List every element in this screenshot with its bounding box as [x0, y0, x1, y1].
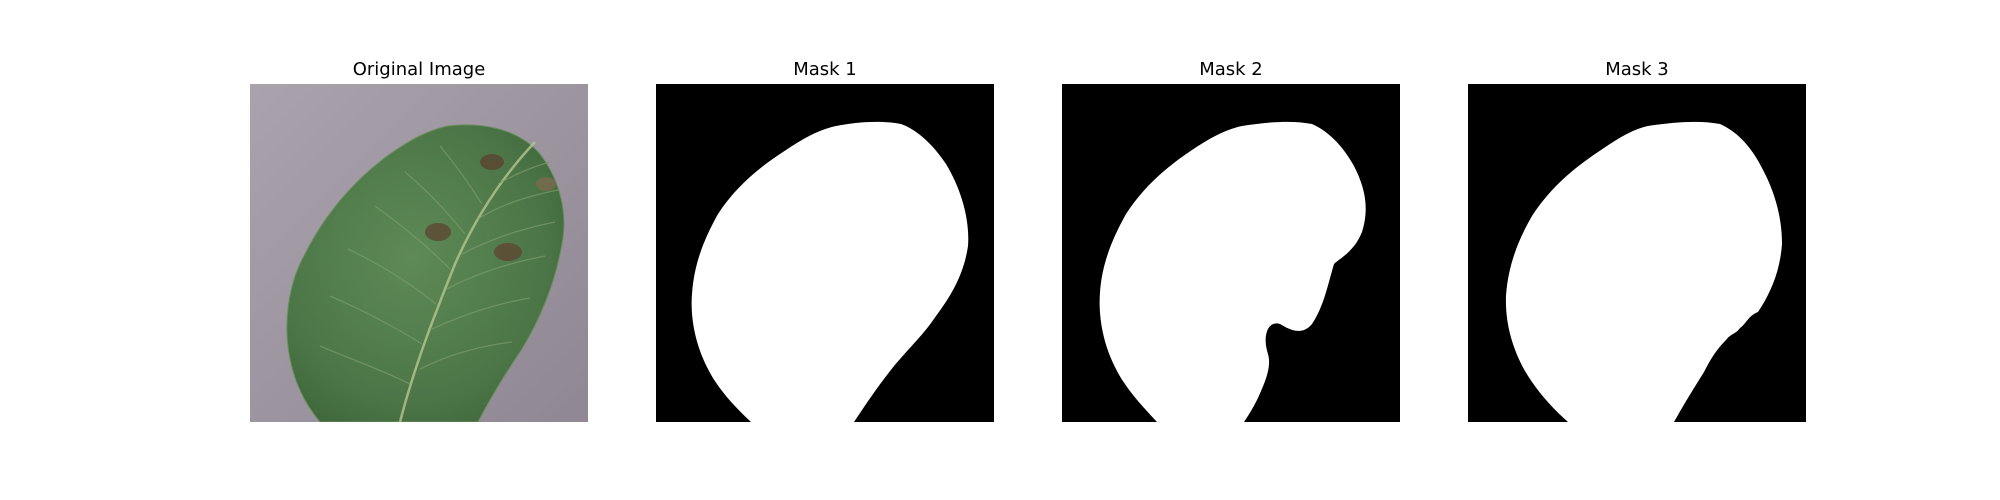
mask-2-panel: [1062, 84, 1400, 422]
leaf-photo: [250, 84, 588, 422]
mask-3-blob: [1734, 294, 1748, 310]
panel-title-original: Original Image: [352, 59, 486, 80]
mask-3-region: [1505, 121, 1782, 422]
mask-2-region: [1099, 121, 1366, 422]
panel-title-mask-2: Mask 2: [1199, 59, 1263, 80]
mask-1-panel: [656, 84, 994, 422]
panel-title-mask-3: Mask 3: [1605, 59, 1669, 80]
leaf-shape: [286, 124, 565, 422]
mask-3-image: [1468, 84, 1806, 422]
original-image-panel: [250, 84, 588, 422]
leaf-spots: [425, 154, 556, 261]
mask-3-panel: [1468, 84, 1806, 422]
mask-1-image: [656, 84, 994, 422]
leaf-veins: [319, 145, 559, 385]
mask-2-image: [1062, 84, 1400, 422]
leaf-midrib: [398, 141, 536, 422]
panel-title-mask-1: Mask 1: [793, 59, 857, 80]
mask-1-region: [691, 121, 969, 422]
